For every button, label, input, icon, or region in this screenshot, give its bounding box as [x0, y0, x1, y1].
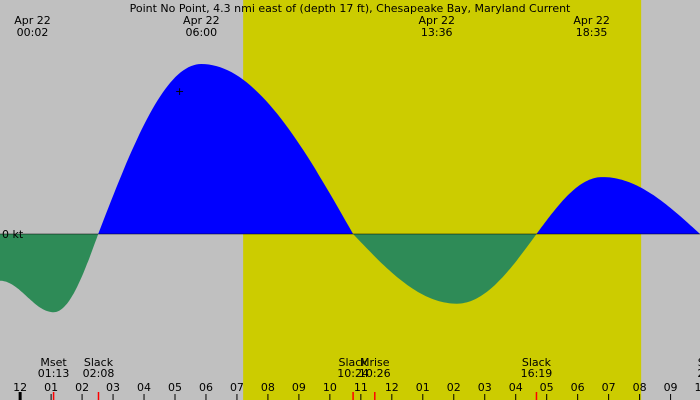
- event-label: Sla: [698, 356, 700, 369]
- hour-tick-label: 08: [261, 381, 275, 394]
- plot-area: [0, 64, 700, 313]
- event-time: 02:08: [83, 367, 115, 380]
- hour-axis: 1112010203040506070809101112010203040506…: [13, 381, 700, 400]
- event-label: Slack: [338, 356, 368, 369]
- hour-tick-label: 03: [478, 381, 492, 394]
- annotations: +: [175, 85, 184, 98]
- hour-tick-label: 10: [695, 381, 700, 394]
- hour-tick-label: 02: [447, 381, 461, 394]
- hour-tick-mark: [174, 394, 176, 400]
- event-label: Slack: [84, 356, 114, 369]
- hour-tick-label: 07: [230, 381, 244, 394]
- hour-tick-mark: [608, 394, 610, 400]
- event-marker: [97, 392, 100, 400]
- event-marker: [374, 392, 376, 400]
- hour-tick-mark: [360, 394, 362, 400]
- hour-tick-label: 09: [292, 381, 306, 394]
- event-marker: [352, 392, 354, 400]
- hour-tick-label: 06: [199, 381, 213, 394]
- event-time: 16:19: [521, 367, 553, 380]
- hour-tick-mark: [298, 394, 300, 400]
- event-time: 10:24: [337, 367, 369, 380]
- hour-tick-mark: [329, 394, 331, 400]
- hour-tick-label: 12: [13, 381, 27, 394]
- hour-tick-label: 05: [540, 381, 554, 394]
- event-label: Mset: [40, 356, 67, 369]
- hour-tick-label: 03: [106, 381, 120, 394]
- hour-tick-mark: [453, 394, 455, 400]
- hour-tick-label: 04: [509, 381, 523, 394]
- chart-title: Point No Point, 4.3 nmi east of (depth 1…: [130, 2, 571, 15]
- zero-kt-label: 0 kt: [2, 228, 24, 241]
- event-marker: [52, 392, 55, 400]
- hour-tick-label: 01: [416, 381, 430, 394]
- top-label-time: 00:02: [17, 26, 49, 39]
- hour-tick-label: 02: [75, 381, 89, 394]
- hour-tick-mark: [422, 394, 424, 400]
- top-label-date: Apr 22: [14, 14, 51, 27]
- hour-tick-mark: [236, 394, 238, 400]
- hour-tick-label: 04: [137, 381, 151, 394]
- event-time: 21:: [697, 367, 700, 380]
- hour-tick-mark: [515, 394, 517, 400]
- hour-tick-label: 06: [571, 381, 585, 394]
- flood-current-area: [0, 64, 700, 234]
- hour-tick-label: 08: [633, 381, 647, 394]
- hour-tick-label: 09: [664, 381, 678, 394]
- top-label-date: Apr 22: [183, 14, 220, 27]
- hour-tick-label: 05: [168, 381, 182, 394]
- hour-tick-mark: [50, 394, 52, 400]
- hour-tick-mark: [205, 394, 207, 400]
- hour-tick-mark: [112, 394, 114, 400]
- hour-tick-mark: [391, 394, 393, 400]
- hour-tick-mark: [670, 394, 672, 400]
- top-label-time: 06:00: [185, 26, 217, 39]
- ebb-current-area: [0, 234, 700, 313]
- hour-tick-mark: [81, 394, 83, 400]
- event-marker: [535, 392, 538, 400]
- plus-marker: +: [175, 85, 184, 98]
- top-label-date: Apr 22: [573, 14, 610, 27]
- event-time: 10:26: [359, 367, 391, 380]
- hour-tick-label: 11: [354, 381, 368, 394]
- event-labels: Mset01:13Slack02:08Slack10:24Mrise10:26S…: [38, 356, 700, 400]
- hour-tick-mark: [143, 394, 145, 400]
- hour-tick-label: 07: [602, 381, 616, 394]
- hour-tick-mark: [639, 394, 641, 400]
- hour-tick-mark: [267, 394, 269, 400]
- hour-tick-mark: [546, 394, 548, 400]
- hour-tick-mark: [484, 394, 486, 400]
- hour-tick-mark: [18, 392, 22, 400]
- event-label: Slack: [522, 356, 552, 369]
- event-label: Mrise: [360, 356, 390, 369]
- hour-tick-label: 01: [44, 381, 58, 394]
- hour-tick-mark: [577, 394, 579, 400]
- hour-tick-label: 12: [385, 381, 399, 394]
- top-label-time: 13:36: [421, 26, 453, 39]
- top-label-time: 18:35: [576, 26, 608, 39]
- event-time: 01:13: [38, 367, 70, 380]
- top-label-date: Apr 22: [418, 14, 455, 27]
- hour-tick-label: 10: [323, 381, 337, 394]
